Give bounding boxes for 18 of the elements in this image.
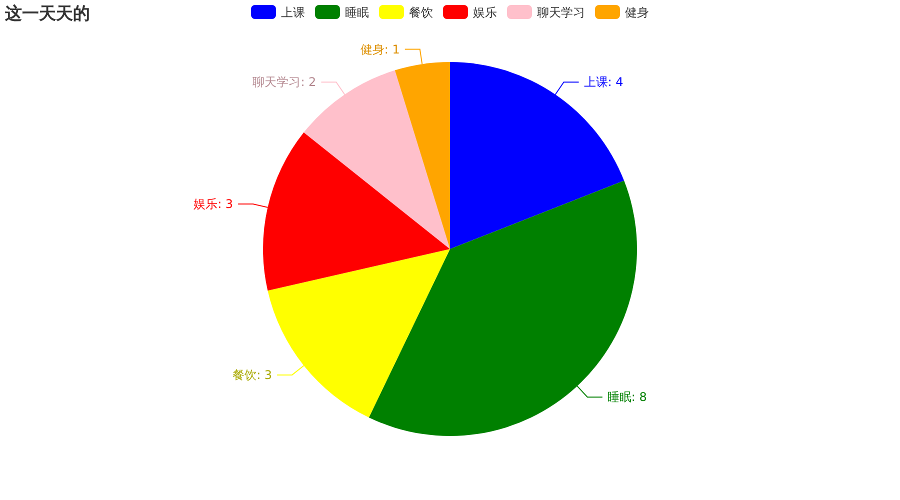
data-label: 餐饮: 3 xyxy=(232,368,272,382)
text: 这一天天的 xyxy=(4,4,90,24)
pie-slice xyxy=(263,132,450,291)
legend-label: 健身 xyxy=(625,6,649,20)
pie-slice xyxy=(450,62,624,249)
pie-slice xyxy=(394,62,450,249)
legend-label: 娱乐 xyxy=(473,6,497,20)
legend-label: 餐饮 xyxy=(409,6,433,20)
pie-slice xyxy=(368,180,637,436)
data-label: 健身: 1 xyxy=(360,42,400,56)
data-label: 上课: 4 xyxy=(584,75,624,90)
data-label: 睡眠: 8 xyxy=(607,390,647,404)
legend-label: 睡眠 xyxy=(345,6,369,20)
data-label: 娱乐: 3 xyxy=(194,197,234,212)
data-label: 聊天学习: 2 xyxy=(252,75,316,90)
legend-label: 聊天学习 xyxy=(537,6,585,20)
legend-label: 上课 xyxy=(281,6,305,20)
pie-slice xyxy=(304,70,450,249)
